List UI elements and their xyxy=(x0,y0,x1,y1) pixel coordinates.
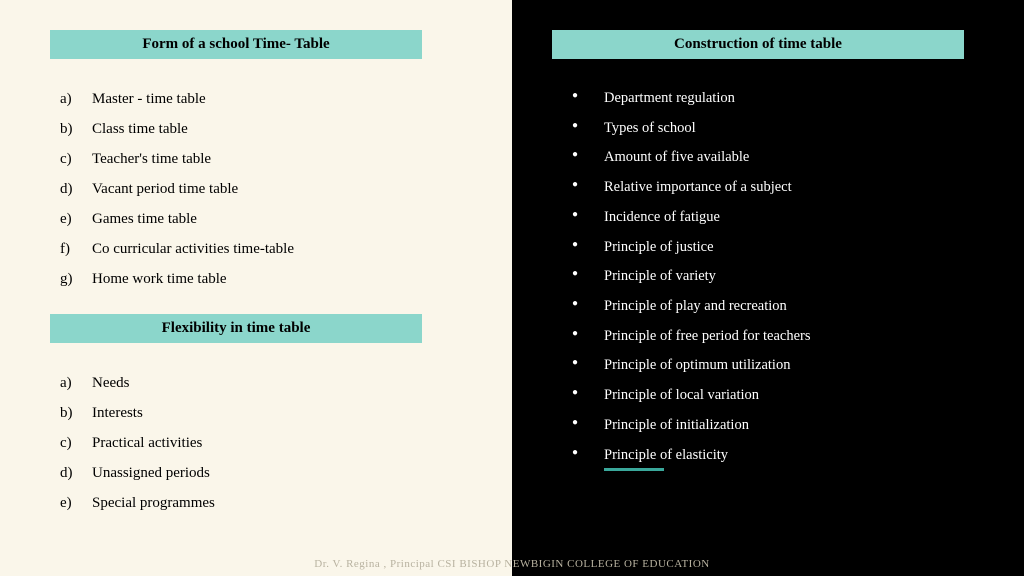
list-item: Home work time table xyxy=(60,264,462,294)
list-item: Practical activities xyxy=(60,428,462,458)
left-panel: Form of a school Time- Table Master - ti… xyxy=(0,0,512,576)
section2-header: Flexibility in time table xyxy=(50,314,422,343)
section1-header: Form of a school Time- Table xyxy=(50,30,422,59)
list-item: Co curricular activities time-table xyxy=(60,234,462,264)
list-item: Principle of play and recreation xyxy=(572,292,974,322)
list-item: Games time table xyxy=(60,204,462,234)
list-item: Principle of justice xyxy=(572,233,974,263)
list-item: Principle of local variation xyxy=(572,381,974,411)
list-item: Vacant period time table xyxy=(60,174,462,204)
list-item: Principle of free period for teachers xyxy=(572,322,974,352)
list-item: Types of school xyxy=(572,114,974,144)
list-item: Interests xyxy=(60,398,462,428)
right-list: Department regulation Types of school Am… xyxy=(572,84,974,470)
list-item: Master - time table xyxy=(60,84,462,114)
list-item: Department regulation xyxy=(572,84,974,114)
list-item: Teacher's time table xyxy=(60,144,462,174)
list-item: Relative importance of a subject xyxy=(572,173,974,203)
footer-text: Dr. V. Regina , Principal CSI BISHOP NEW… xyxy=(0,558,1024,570)
list-item: Principle of elasticity xyxy=(572,441,974,471)
list-item: Principle of optimum utilization xyxy=(572,351,974,381)
list-item: Needs xyxy=(60,368,462,398)
right-header: Construction of time table xyxy=(552,30,964,59)
list-item: Class time table xyxy=(60,114,462,144)
list-item: Special programmes xyxy=(60,488,462,518)
list-item: Principle of initialization xyxy=(572,411,974,441)
list-item: Amount of five available xyxy=(572,143,974,173)
right-panel: Construction of time table Department re… xyxy=(512,0,1024,576)
list-item: Unassigned periods xyxy=(60,458,462,488)
slide-container: Form of a school Time- Table Master - ti… xyxy=(0,0,1024,576)
section1-list: Master - time table Class time table Tea… xyxy=(60,84,462,294)
section2-list: Needs Interests Practical activities Una… xyxy=(60,368,462,518)
list-item: Incidence of fatigue xyxy=(572,203,974,233)
list-item: Principle of variety xyxy=(572,262,974,292)
